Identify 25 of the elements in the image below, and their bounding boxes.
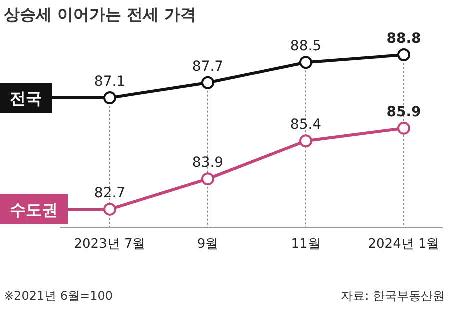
data-label: 82.7	[94, 185, 126, 202]
data-label: 88.8	[386, 31, 422, 47]
x-tick-label: 9월	[197, 237, 219, 252]
data-label: 87.1	[94, 74, 126, 90]
data-label: 85.4	[290, 117, 322, 134]
x-tick-label: 11월	[291, 237, 321, 252]
legend-label: 전국	[10, 89, 42, 108]
point	[104, 92, 116, 105]
text: 자료: 한국부동산원	[341, 289, 445, 303]
point	[202, 76, 214, 90]
point	[398, 122, 410, 135]
data-label: 87.7	[192, 58, 224, 75]
point	[104, 202, 116, 216]
point	[300, 134, 312, 148]
x-tick-label: 2024년 1월	[368, 237, 440, 252]
chart-title: 상승세 이어가는 전세 가격	[4, 5, 197, 24]
legend-label: 수도권	[10, 200, 58, 220]
text: ※2021년 6월=100	[4, 289, 114, 303]
data-label: 83.9	[192, 155, 224, 172]
point	[202, 172, 214, 186]
x-tick-label: 2023년 7월	[74, 237, 146, 252]
data-label: 85.9	[386, 104, 422, 120]
point	[398, 48, 410, 62]
data-label: 88.5	[290, 38, 322, 55]
point	[300, 56, 312, 70]
